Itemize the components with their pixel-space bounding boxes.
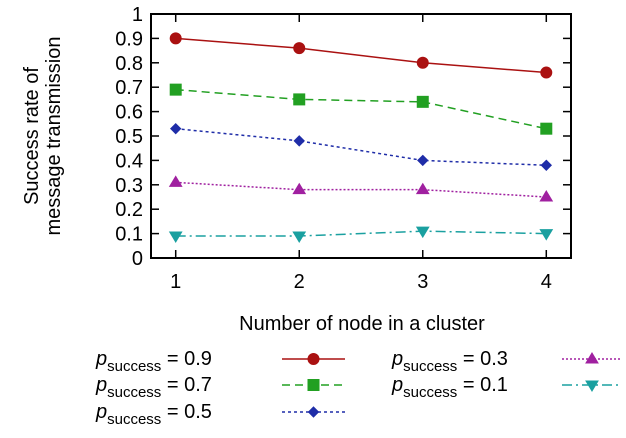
x-axis-label: Number of node in a cluster — [239, 313, 485, 335]
data-point — [415, 226, 430, 239]
data-point — [417, 154, 429, 167]
y-tick-label: 0.3 — [115, 175, 143, 197]
data-point — [169, 83, 182, 96]
data-point — [168, 175, 183, 187]
y-tick-label: 1 — [132, 4, 143, 26]
y-tick-label: 0.4 — [115, 150, 143, 172]
y-tick-label: 0.9 — [115, 28, 143, 50]
legend-marker — [585, 380, 599, 392]
legend-label: psuccess = 0.7 — [95, 374, 212, 401]
legend-entry-2: psuccess = 0.7 — [95, 374, 345, 401]
data-point — [540, 122, 553, 135]
legend-entry-5: psuccess = 0.1 — [391, 374, 622, 401]
legend-entry-3: psuccess = 0.5 — [95, 401, 345, 428]
legend-label: psuccess = 0.9 — [95, 348, 212, 375]
legend-label: psuccess = 0.3 — [391, 348, 508, 375]
y-tick-label: 0 — [132, 248, 143, 270]
data-point — [169, 122, 182, 135]
data-point — [416, 56, 429, 69]
plot-frame — [150, 13, 572, 259]
series-line — [175, 230, 547, 237]
series-4 — [168, 175, 554, 202]
series-line — [175, 37, 547, 74]
data-point — [168, 231, 183, 244]
legend-marker — [585, 352, 599, 364]
series-line — [175, 88, 547, 130]
data-point — [539, 229, 554, 241]
data-point — [539, 190, 554, 202]
series-layer — [168, 32, 554, 244]
y-tick-label: 0.1 — [115, 224, 143, 246]
data-point — [169, 32, 182, 45]
data-point — [292, 231, 307, 244]
y-tick-label: 0.7 — [115, 77, 143, 99]
y-tick-label: 0.8 — [115, 53, 143, 75]
x-tick-label: 1 — [170, 271, 181, 293]
series-2 — [169, 83, 553, 135]
x-tick-label: 3 — [417, 271, 428, 293]
legend-entry-4: psuccess = 0.3 — [391, 348, 622, 375]
axes-layer: 00.10.20.30.40.50.60.70.80.911 2 3 4 — [115, 4, 572, 293]
data-point — [293, 42, 306, 55]
y-tick-label: 0.6 — [115, 102, 143, 124]
legend-label: psuccess = 0.5 — [95, 401, 212, 428]
legend-entry-1: psuccess = 0.9 — [95, 348, 345, 375]
series-line — [175, 181, 547, 198]
y-tick-label: 0.5 — [115, 126, 143, 148]
legend-marker — [307, 353, 320, 365]
series-3 — [169, 122, 553, 171]
data-point — [415, 182, 430, 195]
y-axis-label-line-2: message transmission — [43, 37, 65, 236]
series-5 — [168, 226, 554, 244]
x-tick-label: 2 — [294, 271, 305, 293]
legend-label: psuccess = 0.1 — [391, 374, 508, 401]
legend-marker — [307, 406, 320, 418]
series-1 — [169, 32, 553, 79]
data-point — [540, 159, 553, 171]
data-point — [416, 95, 429, 108]
x-tick-label: 4 — [541, 271, 552, 293]
data-point — [292, 182, 307, 195]
data-point — [540, 66, 553, 79]
y-tick-label: 0.2 — [115, 199, 143, 221]
data-point — [293, 93, 306, 106]
series-line — [175, 127, 547, 167]
legend-marker — [307, 379, 320, 391]
y-axis-label-line-1: Success rate of — [21, 67, 43, 205]
data-point — [293, 135, 305, 147]
